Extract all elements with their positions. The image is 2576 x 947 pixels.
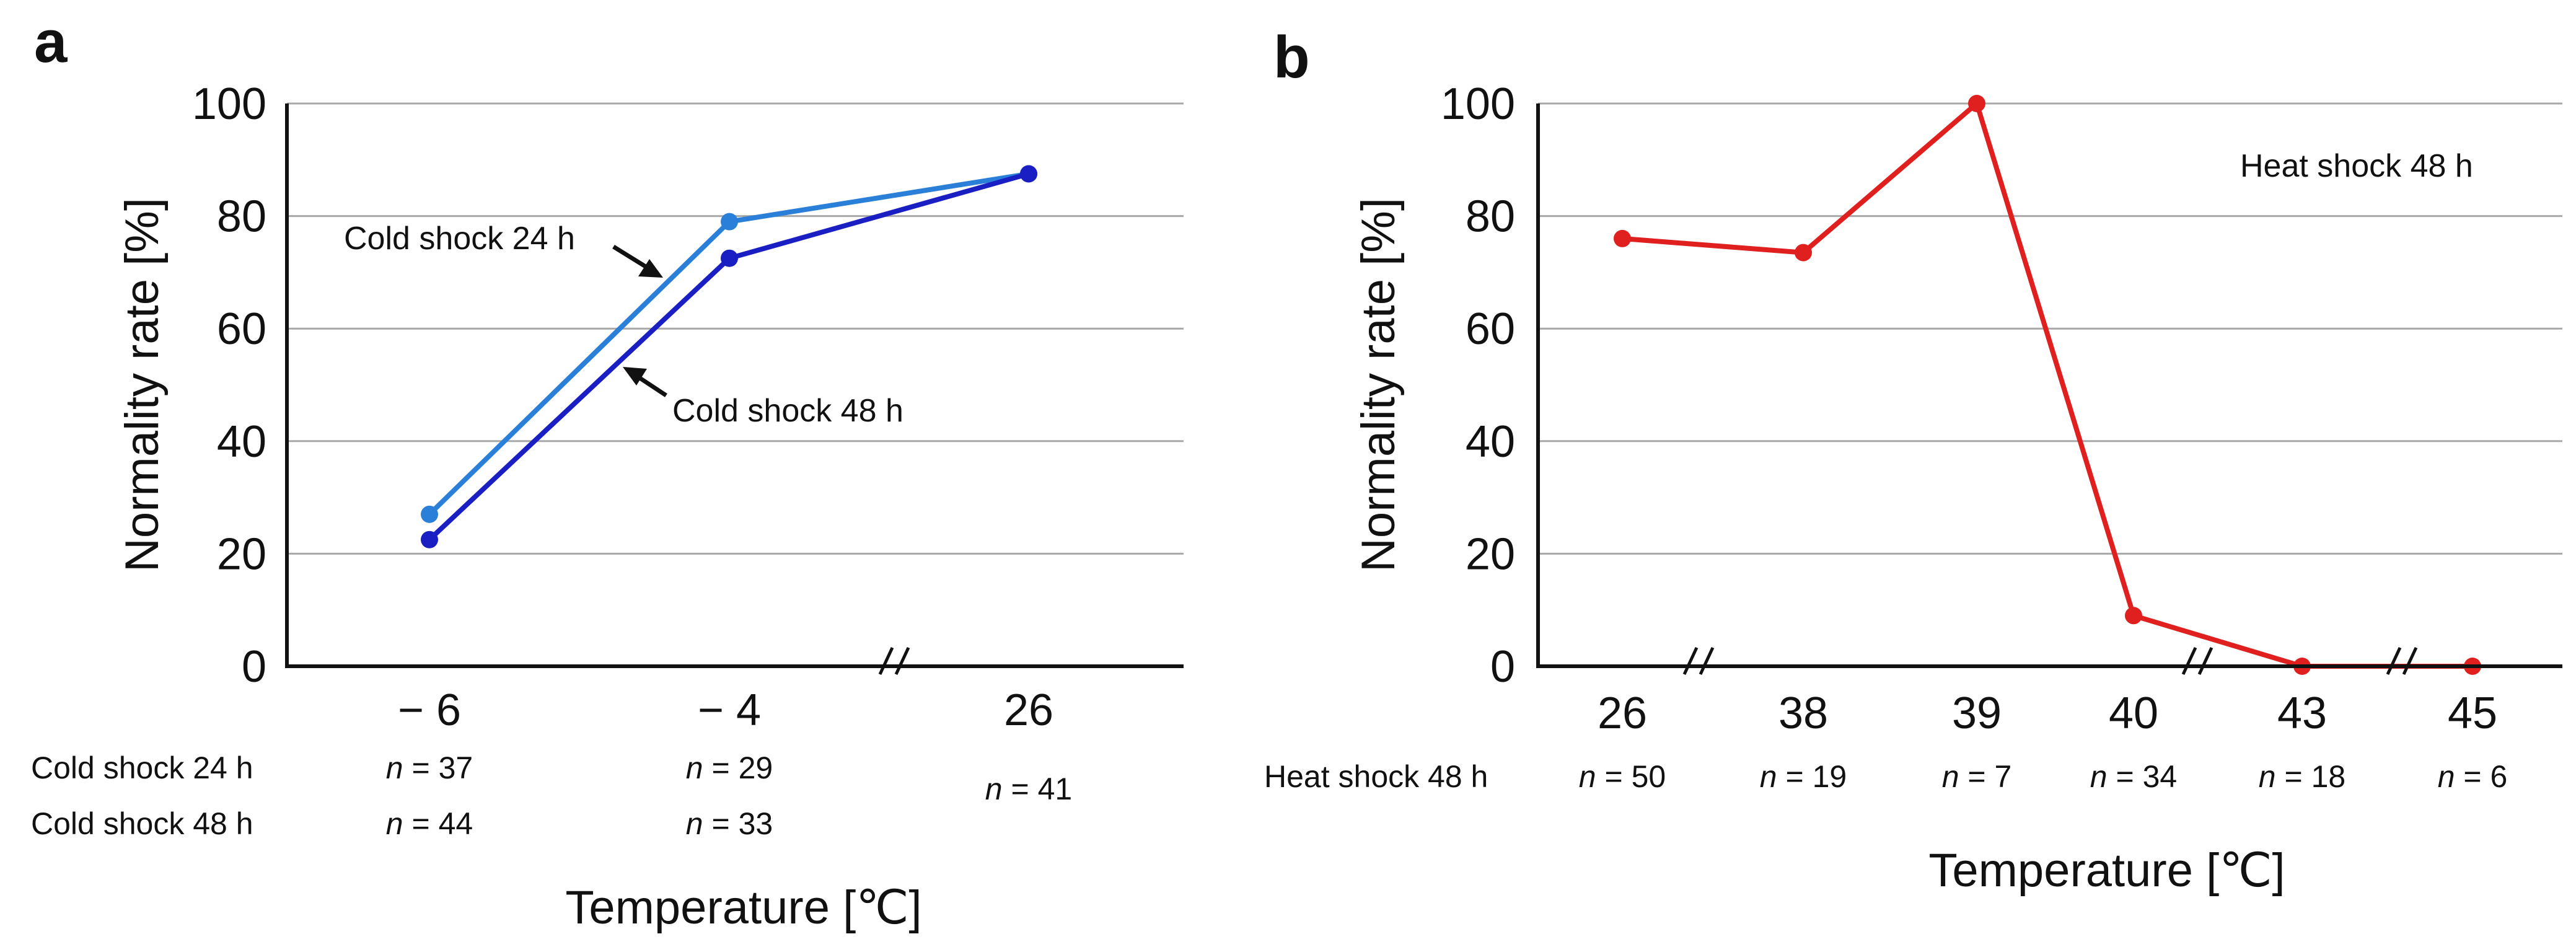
a-axis-break [878,646,910,676]
a-n-row-label-24h: Cold shock 24 h [31,751,253,785]
b-sample-size: n = 50 [1579,759,1666,794]
b-series-1-point [1795,244,1812,262]
a-y-tick-label: 40 [217,417,266,467]
a-y-axis-label: Normality rate [%] [116,198,169,572]
b-axis-break-mark [2402,646,2418,676]
a-y-tick-label: 20 [217,529,266,579]
a-y-tick-label: 80 [217,192,266,242]
b-x-tick-label: 43 [2277,689,2327,738]
b-axis-break-mark [2181,646,2197,676]
b-x-tick-label: 26 [1598,689,1647,738]
b-y-tick-label: 80 [1466,192,1515,242]
panel-letter-a: a [34,9,68,75]
a-x-tick-label: 26 [1004,685,1053,735]
a-y-tick-label: 0 [242,642,266,692]
a-sample-size: n = 29 [686,751,773,785]
a-axes [285,104,1184,668]
panel-a: a 0 20 40 60 80 100 − 6 − 4 26 Normality rate [… [31,9,1184,934]
b-sample-size: n = 6 [2438,759,2508,794]
b-series-1-point [1968,95,1985,112]
b-axes [1536,104,2562,668]
a-x-tick-label: − 6 [398,685,461,735]
a-sample-size: n = 37 [386,751,473,785]
a-y-tick-labels: 0 20 40 60 80 100 [192,79,266,692]
b-y-tick-label: 0 [1490,642,1515,692]
b-axis-break-mark [2197,646,2213,676]
b-sample-size: n = 7 [1942,759,2012,794]
a-series-1-point [721,213,738,231]
a-x-tick-labels: − 6 − 4 26 [398,685,1053,735]
b-series-1-point [1614,229,1631,247]
b-axis-breaks [1682,646,2418,676]
a-series-2-point [421,531,438,548]
b-axis-break-mark [1682,646,1699,676]
a-series-2-point [1020,165,1037,183]
a-annotation-48h: Cold shock 48 h [672,393,903,429]
a-sample-size: n = 44 [386,806,473,841]
a-x-axis-label: Temperature [℃] [565,881,921,934]
b-gridlines [1538,102,2562,555]
b-sample-size: n = 18 [2259,759,2345,794]
b-x-tick-label: 38 [1778,689,1828,738]
a-axis-break-mark [894,646,910,676]
b-x-tick-label: 39 [1952,689,2002,738]
b-y-axis-label: Normality rate [%] [1352,198,1405,572]
b-title: Heat shock 48 h [2240,148,2473,184]
b-y-tick-label: 60 [1466,304,1515,354]
b-y-tick-label: 100 [1441,79,1515,129]
a-sample-sizes: n = 37 n = 44 n = 29 n = 33 n = 41 [386,751,1072,841]
b-axis-break-mark [1699,646,1715,676]
b-y-tick-label: 40 [1466,417,1515,467]
a-y-tick-label: 100 [192,79,266,129]
a-sample-size: n = 33 [686,806,773,841]
b-x-tick-label: 40 [2109,689,2158,738]
b-x-tick-label: 45 [2448,689,2497,738]
a-n-row-label-48h: Cold shock 48 h [31,806,253,841]
a-x-tick-label: − 4 [698,685,761,735]
b-n-row-label: Heat shock 48 h [1264,759,1488,794]
b-x-tick-labels: 26 38 39 40 43 45 [1598,689,2497,738]
a-annotation-arrowhead-24h [638,259,663,278]
a-series [421,165,1037,548]
a-y-tick-label: 60 [217,304,266,354]
panel-letter-b: b [1273,24,1310,90]
b-axis-break-mark [2386,646,2402,676]
a-sample-size: n = 41 [985,772,1072,806]
b-series-line-1 [1622,101,2473,669]
a-annotation-arrowhead-48h [623,367,647,385]
a-series-2-point [721,249,738,267]
b-series-1-point [2125,607,2142,625]
a-series-1-point [421,505,438,523]
b-x-axis-label: Temperature [℃] [1928,844,2285,897]
b-y-tick-labels: 0 20 40 60 80 100 [1441,79,1515,692]
b-sample-size: n = 19 [1760,759,1847,794]
panel-b: b 0 20 40 60 80 100 26 38 39 40 43 45 Normality ra… [1264,24,2562,897]
a-annotation-24h: Cold shock 24 h [344,221,575,257]
b-y-tick-label: 20 [1466,529,1515,579]
b-sample-sizes: n = 50 n = 19 n = 7 n = 34 n = 18 n = 6 [1579,759,2508,794]
a-axis-break-mark [878,646,894,676]
b-sample-size: n = 34 [2090,759,2177,794]
a-gridlines [287,102,1184,555]
